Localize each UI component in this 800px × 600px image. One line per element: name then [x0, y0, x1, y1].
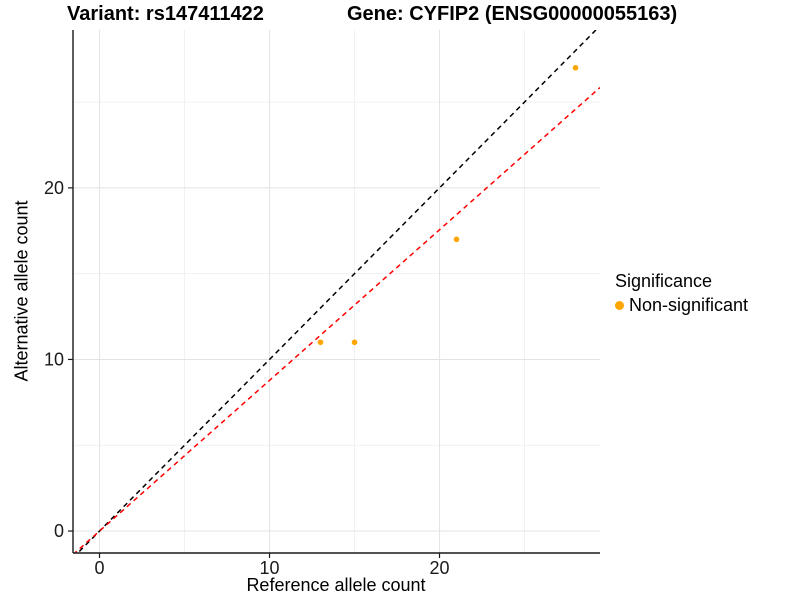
y-tick-label: 20	[44, 178, 64, 198]
y-axis-label: Alternative allele count	[11, 200, 32, 382]
plot-title-variant: Variant: rs147411422	[67, 3, 264, 25]
data-point	[572, 64, 579, 71]
legend-point-icon	[615, 301, 624, 310]
x-tick-label: 20	[430, 558, 450, 578]
x-tick-label: 0	[95, 558, 105, 578]
legend-title: Significance	[615, 271, 713, 291]
x-axis-label: Reference allele count	[246, 575, 426, 595]
data-point	[317, 339, 324, 346]
reference-line-fit	[73, 86, 600, 553]
reference-line-identity	[76, 30, 597, 553]
data-point	[453, 236, 460, 243]
y-tick-label: 0	[54, 521, 64, 541]
legend-item-label: Non-significant	[629, 295, 749, 315]
data-point	[351, 339, 358, 346]
plot-title-gene: Gene: CYFIP2 (ENSG00000055163)	[347, 3, 678, 25]
x-tick-label: 10	[260, 558, 280, 578]
y-tick-label: 10	[44, 349, 64, 369]
legend: Significance Non-significant	[615, 271, 748, 316]
legend-item-non-significant: Non-significant	[615, 295, 748, 316]
